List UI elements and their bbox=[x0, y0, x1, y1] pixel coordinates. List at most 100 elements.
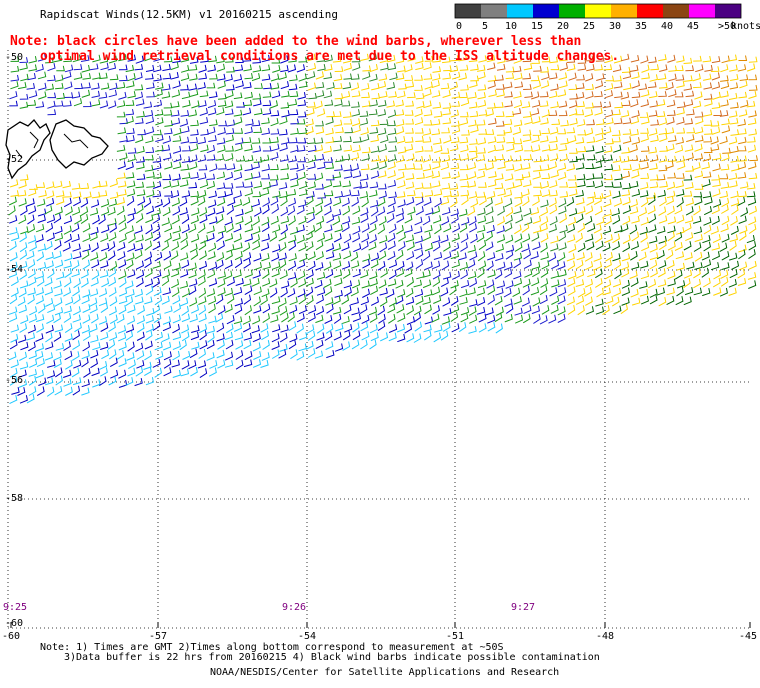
wind-barb bbox=[199, 324, 208, 334]
wind-barb bbox=[81, 64, 91, 73]
wind-barb bbox=[485, 197, 493, 208]
wind-barb bbox=[109, 191, 119, 199]
wind-barb bbox=[280, 224, 288, 235]
wind-barb bbox=[252, 234, 260, 244]
wind-barb bbox=[227, 197, 236, 207]
wind-barb bbox=[748, 84, 758, 91]
wind-barb bbox=[288, 339, 297, 350]
wind-barb bbox=[658, 91, 667, 97]
wind-barb bbox=[261, 173, 270, 180]
wind-barb bbox=[316, 272, 326, 280]
wind-barb bbox=[172, 262, 181, 271]
wind-barb bbox=[432, 66, 441, 73]
wind-barb bbox=[350, 297, 359, 306]
wind-barb bbox=[360, 53, 369, 61]
wind-barb bbox=[720, 164, 730, 171]
wind-barb bbox=[406, 305, 414, 316]
wind-barb bbox=[713, 110, 723, 116]
wind-barb bbox=[281, 312, 289, 323]
wind-barb bbox=[161, 83, 171, 91]
wind-barb bbox=[298, 278, 307, 288]
wind-barb bbox=[262, 100, 272, 107]
wind-barb bbox=[335, 155, 344, 163]
wind-barb bbox=[350, 287, 359, 297]
wind-barb bbox=[28, 64, 37, 72]
wind-barb bbox=[134, 64, 144, 71]
wind-barb bbox=[128, 233, 136, 244]
wind-barb bbox=[99, 361, 108, 370]
wind-barb bbox=[702, 259, 712, 269]
wind-barb bbox=[235, 137, 244, 145]
west-falkland-outline bbox=[5, 119, 51, 180]
wind-barb bbox=[289, 74, 298, 82]
wind-barb bbox=[487, 80, 496, 89]
wind-barb bbox=[153, 64, 162, 73]
wind-barb bbox=[208, 278, 218, 287]
wind-barb bbox=[118, 54, 127, 62]
wind-barb bbox=[460, 280, 470, 289]
wind-barb bbox=[108, 322, 116, 333]
wind-barb bbox=[326, 303, 334, 314]
wind-barb bbox=[20, 174, 29, 181]
wind-barb bbox=[164, 305, 173, 314]
wind-barb bbox=[53, 55, 63, 63]
wind-barb bbox=[270, 128, 280, 135]
wind-barb bbox=[585, 91, 594, 100]
wind-barb bbox=[225, 250, 233, 261]
wind-barb bbox=[451, 213, 459, 224]
wind-barb bbox=[324, 206, 332, 216]
wind-barb bbox=[118, 215, 126, 225]
wind-barb bbox=[10, 359, 19, 369]
wind-barb bbox=[144, 340, 153, 350]
wind-barb bbox=[512, 65, 522, 73]
wind-barb bbox=[333, 119, 343, 127]
wind-barb bbox=[90, 226, 99, 235]
wind-barb bbox=[35, 234, 44, 243]
wind-barb bbox=[405, 118, 415, 125]
wind-barb bbox=[729, 82, 739, 90]
wind-barb bbox=[371, 83, 380, 91]
wind-barb bbox=[136, 111, 145, 118]
wind-barb bbox=[676, 127, 686, 134]
wind-barb bbox=[593, 224, 602, 234]
east-falkland-outline bbox=[49, 119, 109, 169]
wind-barb bbox=[469, 251, 478, 261]
wind-barb bbox=[63, 225, 72, 235]
wind-barb bbox=[361, 240, 369, 251]
wind-barb bbox=[415, 146, 424, 153]
wind-barb bbox=[721, 204, 729, 214]
wind-barb bbox=[649, 163, 658, 171]
wind-barb bbox=[658, 206, 667, 216]
wind-barb bbox=[189, 56, 199, 64]
wind-barb bbox=[630, 277, 639, 288]
wind-barb bbox=[595, 155, 605, 163]
wind-barb bbox=[423, 109, 433, 117]
wind-barb bbox=[432, 56, 441, 63]
wind-barb bbox=[469, 110, 479, 118]
wind-barb bbox=[72, 191, 82, 199]
wind-barb bbox=[613, 118, 623, 125]
wind-barb bbox=[209, 360, 218, 369]
wind-barb bbox=[206, 154, 216, 161]
wind-barb bbox=[216, 333, 225, 342]
wind-barb bbox=[145, 126, 155, 135]
wind-barb bbox=[90, 252, 99, 261]
wind-barb bbox=[524, 217, 533, 226]
wind-barb bbox=[8, 351, 17, 361]
wind-barb bbox=[125, 161, 134, 170]
wind-barb bbox=[467, 206, 476, 216]
wind-barb bbox=[55, 82, 64, 90]
wind-barb bbox=[693, 226, 703, 235]
wind-barb bbox=[189, 143, 199, 152]
wind-barb bbox=[676, 55, 685, 63]
wind-barb bbox=[191, 207, 200, 216]
wind-barb bbox=[332, 306, 342, 315]
wind-barb bbox=[577, 129, 587, 136]
wind-barb bbox=[504, 215, 513, 225]
wind-barb bbox=[613, 81, 623, 89]
wind-barb bbox=[469, 80, 478, 88]
wind-barb bbox=[235, 208, 244, 217]
wind-barb bbox=[737, 64, 747, 72]
wind-barb bbox=[441, 316, 450, 325]
wind-barb bbox=[82, 73, 91, 80]
